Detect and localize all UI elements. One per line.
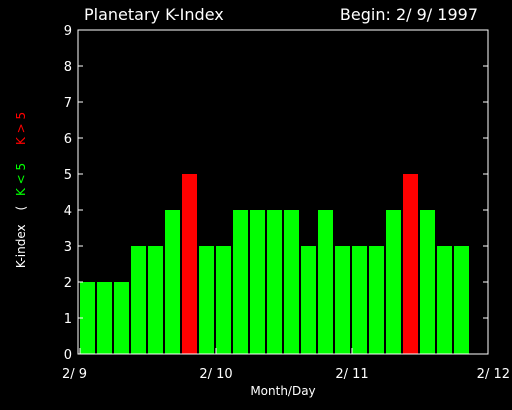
chart-subtitle: Begin: 2/ 9/ 1997	[340, 5, 478, 24]
y-tick-label: 1	[64, 312, 72, 327]
k-index-bar	[80, 282, 95, 354]
bars-group	[80, 174, 469, 354]
y-axis-label-group: K-index ( K < 5 K > 5	[14, 112, 28, 268]
legend-open-paren: (	[14, 206, 28, 211]
k-index-bar	[318, 210, 333, 354]
x-tick-label: 2/ 11	[335, 367, 368, 382]
k-index-bar	[454, 246, 469, 354]
y-axis: 0 1 2 3 4 5 6 7 8 9	[64, 24, 488, 363]
y-tick-label: 5	[64, 168, 72, 183]
k-index-bar	[437, 246, 452, 354]
plot-frame	[77, 29, 489, 355]
k-index-bar	[420, 210, 435, 354]
x-tick-label: 2/ 9	[62, 367, 87, 382]
k-index-bar	[369, 246, 384, 354]
k-index-bar	[148, 246, 163, 354]
k-index-bar	[165, 210, 180, 354]
y-tick-label: 0	[64, 348, 72, 363]
y-tick-label: 7	[64, 96, 72, 111]
y-tick-label: 2	[64, 276, 72, 291]
k-index-bar	[335, 246, 350, 354]
chart-title: Planetary K-Index	[84, 5, 224, 24]
y-tick-label: 3	[64, 240, 72, 255]
k-index-bar	[182, 174, 197, 354]
k-index-bar	[301, 246, 316, 354]
k-index-bar	[284, 210, 299, 354]
legend-high: K > 5	[14, 112, 28, 145]
k-index-bar	[233, 210, 248, 354]
x-axis: 2/ 9 2/ 10 2/ 11 2/ 12	[62, 348, 510, 382]
k-index-bar	[403, 174, 418, 354]
k-index-bar	[352, 246, 367, 354]
k-index-bar	[216, 246, 231, 354]
k-index-bar	[114, 282, 129, 354]
x-tick-label: 2/ 12	[477, 367, 510, 382]
k-index-bar	[131, 246, 146, 354]
k-index-bar	[199, 246, 214, 354]
legend-low: K < 5	[14, 163, 28, 196]
y-tick-label: 9	[64, 24, 72, 39]
k-index-bar	[250, 210, 265, 354]
y-axis-label: K-index	[14, 224, 28, 268]
y-tick-label: 4	[64, 204, 72, 219]
x-tick-label: 2/ 10	[199, 367, 232, 382]
x-axis-label: Month/Day	[250, 384, 315, 398]
y-tick-label: 8	[64, 60, 72, 75]
y-tick-label: 6	[64, 132, 72, 147]
k-index-bar	[267, 210, 282, 354]
k-index-bar	[97, 282, 112, 354]
k-index-bar	[386, 210, 401, 354]
svg-text:K-index ( K < 5: K-index ( K < 5 K > 5	[14, 112, 28, 268]
